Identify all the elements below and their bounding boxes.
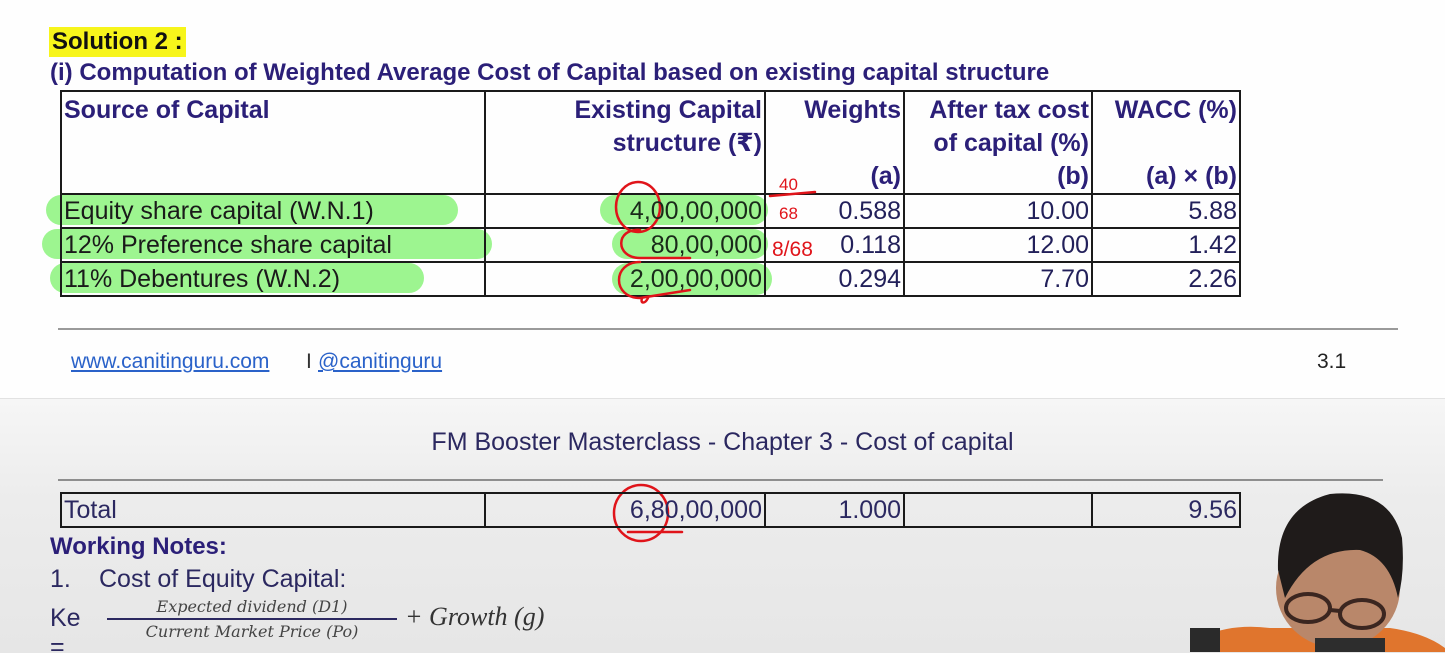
formula-denominator: Current Market Price (Po) [145, 622, 359, 641]
table-row: 11% Debentures (W.N.2) 2,00,00,000 0.294… [60, 261, 1241, 297]
formula-numerator: Expected dividend (D1) [156, 597, 348, 616]
total-label: Total [60, 492, 486, 528]
fraction-bar [107, 618, 397, 620]
website-link[interactable]: www.canitinguru.com [71, 350, 270, 373]
table-header-row: Source of Capital Existing Capital struc… [60, 90, 1241, 195]
presenter-avatar-icon [1190, 493, 1445, 652]
cell-wacc: 1.42 [1091, 227, 1241, 263]
solution-label: Solution 2 : [49, 27, 186, 57]
section-title: (i) Computation of Weighted Average Cost… [50, 59, 1050, 86]
footer-separator: I [306, 350, 312, 373]
cell-cost: 7.70 [903, 261, 1093, 297]
cell-amount: 80,00,000 [484, 227, 766, 263]
cell-wacc: 2.26 [1091, 261, 1241, 297]
working-note-1: 1. Cost of Equity Capital: [50, 565, 346, 594]
total-weight: 1.000 [764, 492, 905, 528]
cell-source: Equity share capital (W.N.1) [60, 193, 486, 229]
cell-wacc: 5.88 [1091, 193, 1241, 229]
header-wacc: WACC (%) (a) × (b) [1091, 90, 1241, 195]
header-existing-capital: Existing Capital structure (₹) [484, 90, 766, 195]
total-table: Total 6,80,00,000 1.000 9.56 [60, 492, 1241, 528]
table-row: 12% Preference share capital 80,00,000 0… [60, 227, 1241, 263]
header-after-tax-cost: After tax cost of capital (%) (b) [903, 90, 1093, 195]
note-number: 1. [50, 565, 71, 593]
cell-weight: 0.588 [764, 193, 905, 229]
total-cost [903, 492, 1093, 528]
formula-rhs: + Growth (g) [405, 602, 545, 631]
cell-amount: 4,00,00,000 [484, 193, 766, 229]
table-row: Equity share capital (W.N.1) 4,00,00,000… [60, 193, 1241, 229]
slide-header-title: FM Booster Masterclass - Chapter 3 - Cos… [431, 428, 1014, 456]
presenter-webcam [1190, 478, 1445, 652]
footer-divider [58, 328, 1398, 330]
cell-source: 11% Debentures (W.N.2) [60, 261, 486, 297]
total-wacc: 9.56 [1091, 492, 1241, 528]
note-title: Cost of Equity Capital: [99, 565, 347, 593]
header-divider [58, 479, 1383, 481]
formula-lhs: Ke = [50, 604, 81, 661]
header-weights: Weights (a) [764, 90, 905, 195]
cell-cost: 10.00 [903, 193, 1093, 229]
page-number: 3.1 [1317, 350, 1347, 373]
cell-weight: 0.118 [764, 227, 905, 263]
formula-fraction: Expected dividend (D1) Current Market Pr… [107, 596, 397, 642]
cell-cost: 12.00 [903, 227, 1093, 263]
cell-weight: 0.294 [764, 261, 905, 297]
total-row: Total 6,80,00,000 1.000 9.56 [60, 492, 1241, 528]
header-source: Source of Capital [60, 90, 486, 195]
cell-amount: 2,00,00,000 [484, 261, 766, 297]
cell-source: 12% Preference share capital [60, 227, 486, 263]
total-amount: 6,80,00,000 [484, 492, 766, 528]
social-handle-link[interactable]: @canitinguru [318, 350, 443, 373]
working-notes-title: Working Notes: [50, 533, 227, 560]
wacc-table: Source of Capital Existing Capital struc… [60, 90, 1241, 297]
